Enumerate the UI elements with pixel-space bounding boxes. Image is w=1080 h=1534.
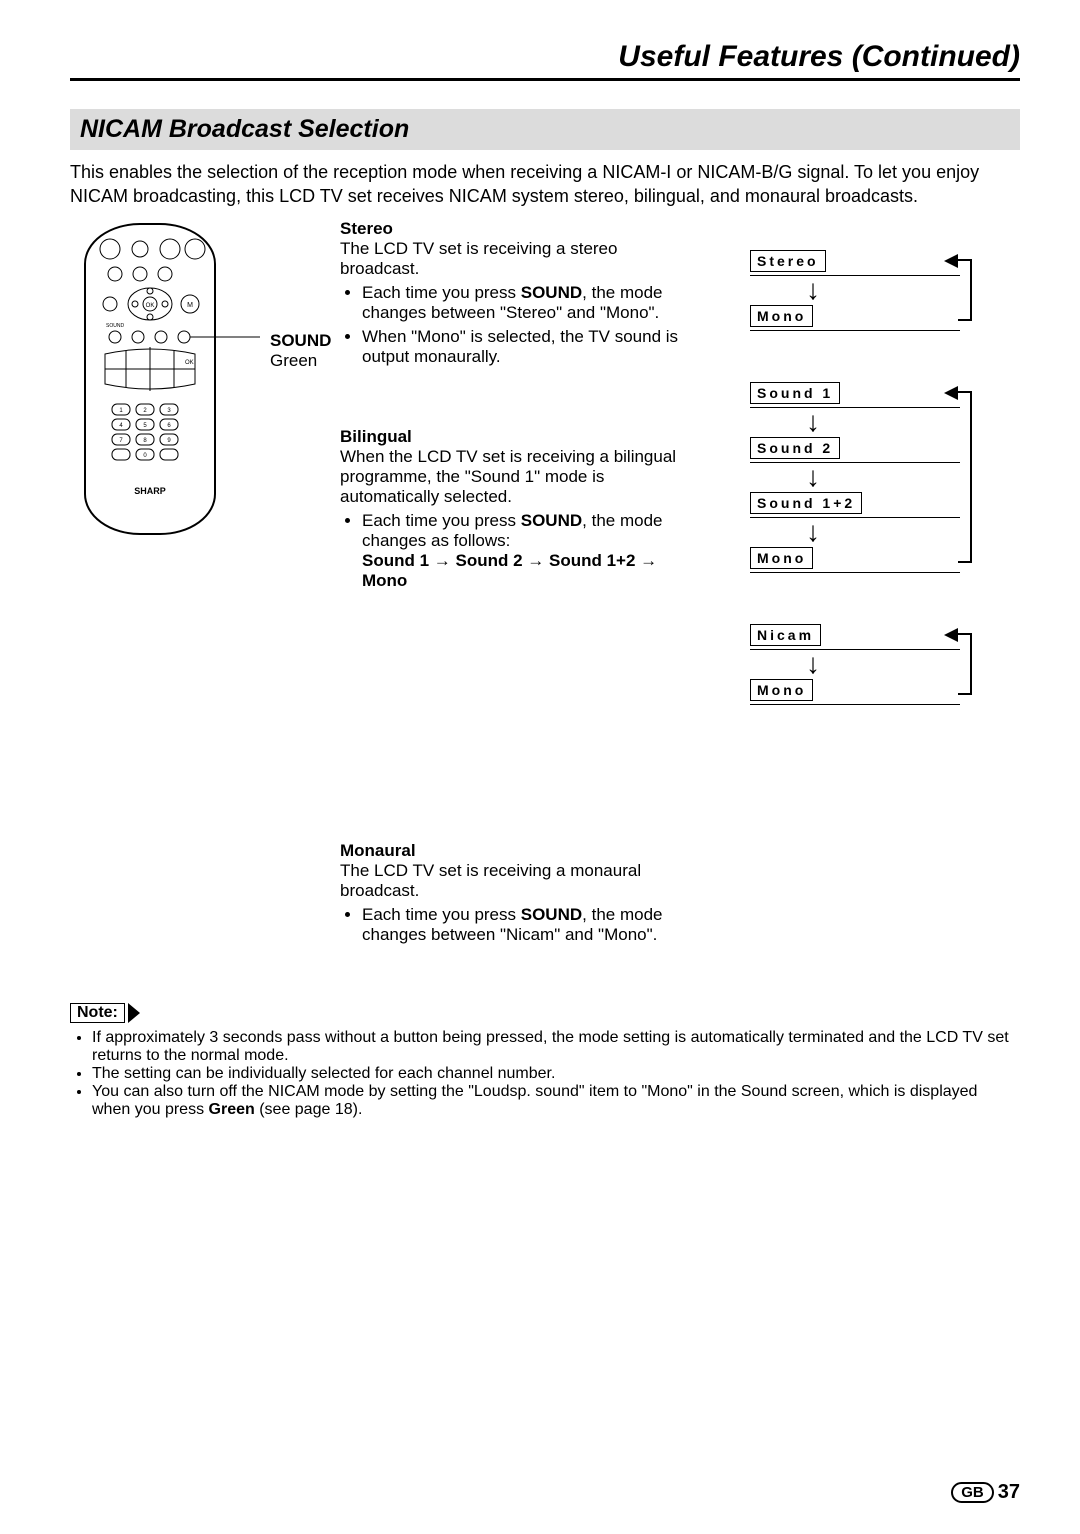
svg-text:OK: OK — [185, 360, 194, 366]
svg-text:SOUND: SOUND — [106, 323, 124, 329]
arrow-down-icon: ↓ — [806, 648, 820, 679]
monaural-intro: The LCD TV set is receiving a monaural b… — [340, 861, 690, 901]
osd-mono: Mono — [750, 547, 813, 569]
monaural-heading: Monaural — [340, 841, 690, 861]
svg-text:M: M — [187, 302, 193, 309]
page-header-title: Useful Features (Continued) — [70, 40, 1020, 74]
section-intro: This enables the selection of the recept… — [70, 160, 1020, 209]
osd-sound2: Sound 2 — [750, 437, 840, 459]
note-item-3: You can also turn off the NICAM mode by … — [92, 1083, 1020, 1119]
page-number: GB37 — [951, 1481, 1020, 1504]
stereo-heading: Stereo — [340, 219, 690, 239]
section-heading: NICAM Broadcast Selection — [70, 109, 1020, 150]
bilingual-heading: Bilingual — [340, 427, 690, 447]
arrow-down-icon: ↓ — [806, 516, 820, 547]
stereo-intro: The LCD TV set is receiving a stereo bro… — [340, 239, 690, 279]
arrow-down-icon: ↓ — [806, 274, 820, 305]
svg-text:OK: OK — [146, 303, 155, 309]
osd-mono: Mono — [750, 679, 813, 701]
note-item-2: The setting can be individually selected… — [92, 1065, 1020, 1083]
bilingual-cycle-diagram: Sound 1 ↓ Sound 2 ↓ Sound 1+2 ↓ Mono — [750, 381, 960, 573]
svg-text:SHARP: SHARP — [134, 486, 166, 496]
stereo-bullet-1: Each time you press SOUND, the mode chan… — [362, 283, 690, 323]
note-label: Note: — [70, 1003, 125, 1023]
header-rule — [70, 78, 1020, 81]
osd-mono: Mono — [750, 305, 813, 327]
osd-stereo: Stereo — [750, 250, 826, 272]
osd-sound1: Sound 1 — [750, 382, 840, 404]
osd-sound12: Sound 1+2 — [750, 492, 862, 514]
monaural-cycle-diagram: Nicam ↓ Mono — [750, 623, 960, 705]
note-item-1: If approximately 3 seconds pass without … — [92, 1029, 1020, 1065]
bilingual-intro: When the LCD TV set is receiving a bilin… — [340, 447, 690, 507]
osd-nicam: Nicam — [750, 624, 821, 646]
stereo-bullet-2: When "Mono" is selected, the TV sound is… — [362, 327, 690, 367]
arrow-down-icon: ↓ — [806, 406, 820, 437]
remote-sound-label: SOUND Green — [270, 331, 331, 371]
stereo-cycle-diagram: Stereo ↓ Mono — [750, 249, 960, 331]
monaural-bullet-1: Each time you press SOUND, the mode chan… — [362, 905, 690, 945]
arrow-down-icon: ↓ — [806, 461, 820, 492]
remote-illustration: OK M SOUND OK — [70, 219, 270, 559]
bilingual-bullet-1: Each time you press SOUND, the mode chan… — [362, 511, 690, 591]
